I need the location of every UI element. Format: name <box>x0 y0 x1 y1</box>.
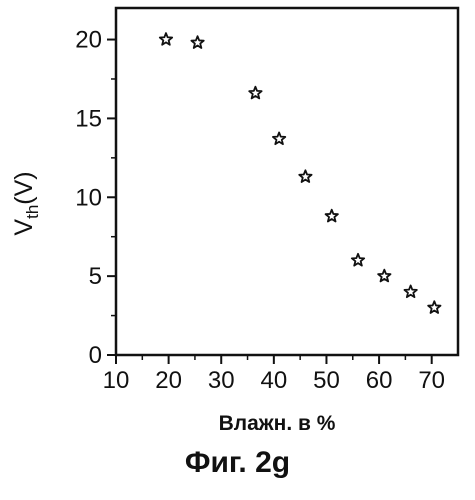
y-axis-title-main: V <box>10 219 38 236</box>
figure-caption: Фиг. 2g <box>0 446 475 480</box>
data-point-star <box>378 270 390 282</box>
x-tick-label: 10 <box>103 367 130 394</box>
x-tick-label: 40 <box>260 367 287 394</box>
x-tick-label: 60 <box>366 367 393 394</box>
x-axis-ticks: 10 20 30 40 50 60 70 <box>103 355 445 394</box>
data-point-star <box>160 33 172 45</box>
data-points <box>160 33 441 313</box>
y-axis-title-suffix: (V) <box>10 171 38 204</box>
y-axis-title: Vth(V) <box>10 171 42 235</box>
y-tick-label: 5 <box>89 263 102 290</box>
data-point-star <box>326 210 338 222</box>
y-tick-label: 15 <box>75 105 102 132</box>
y-axis-ticks: 0 5 10 15 20 <box>75 27 116 369</box>
data-point-star <box>249 87 261 99</box>
data-point-star <box>299 170 311 182</box>
plot-border <box>116 8 458 355</box>
y-tick-label: 0 <box>89 342 102 369</box>
x-tick-label: 30 <box>208 367 235 394</box>
y-tick-label: 20 <box>75 27 102 54</box>
x-tick-label: 50 <box>313 367 340 394</box>
data-point-star <box>428 301 440 313</box>
plot-frame <box>116 8 458 355</box>
x-axis-title: Влажн. в % <box>219 412 336 435</box>
data-point-star <box>273 132 285 144</box>
x-tick-label: 70 <box>418 367 445 394</box>
y-tick-label: 10 <box>75 184 102 211</box>
data-point-star <box>352 254 364 266</box>
x-tick-label: 20 <box>155 367 182 394</box>
y-axis-title-sub: th <box>23 205 42 219</box>
data-point-star <box>404 285 416 297</box>
data-point-star <box>191 36 203 48</box>
